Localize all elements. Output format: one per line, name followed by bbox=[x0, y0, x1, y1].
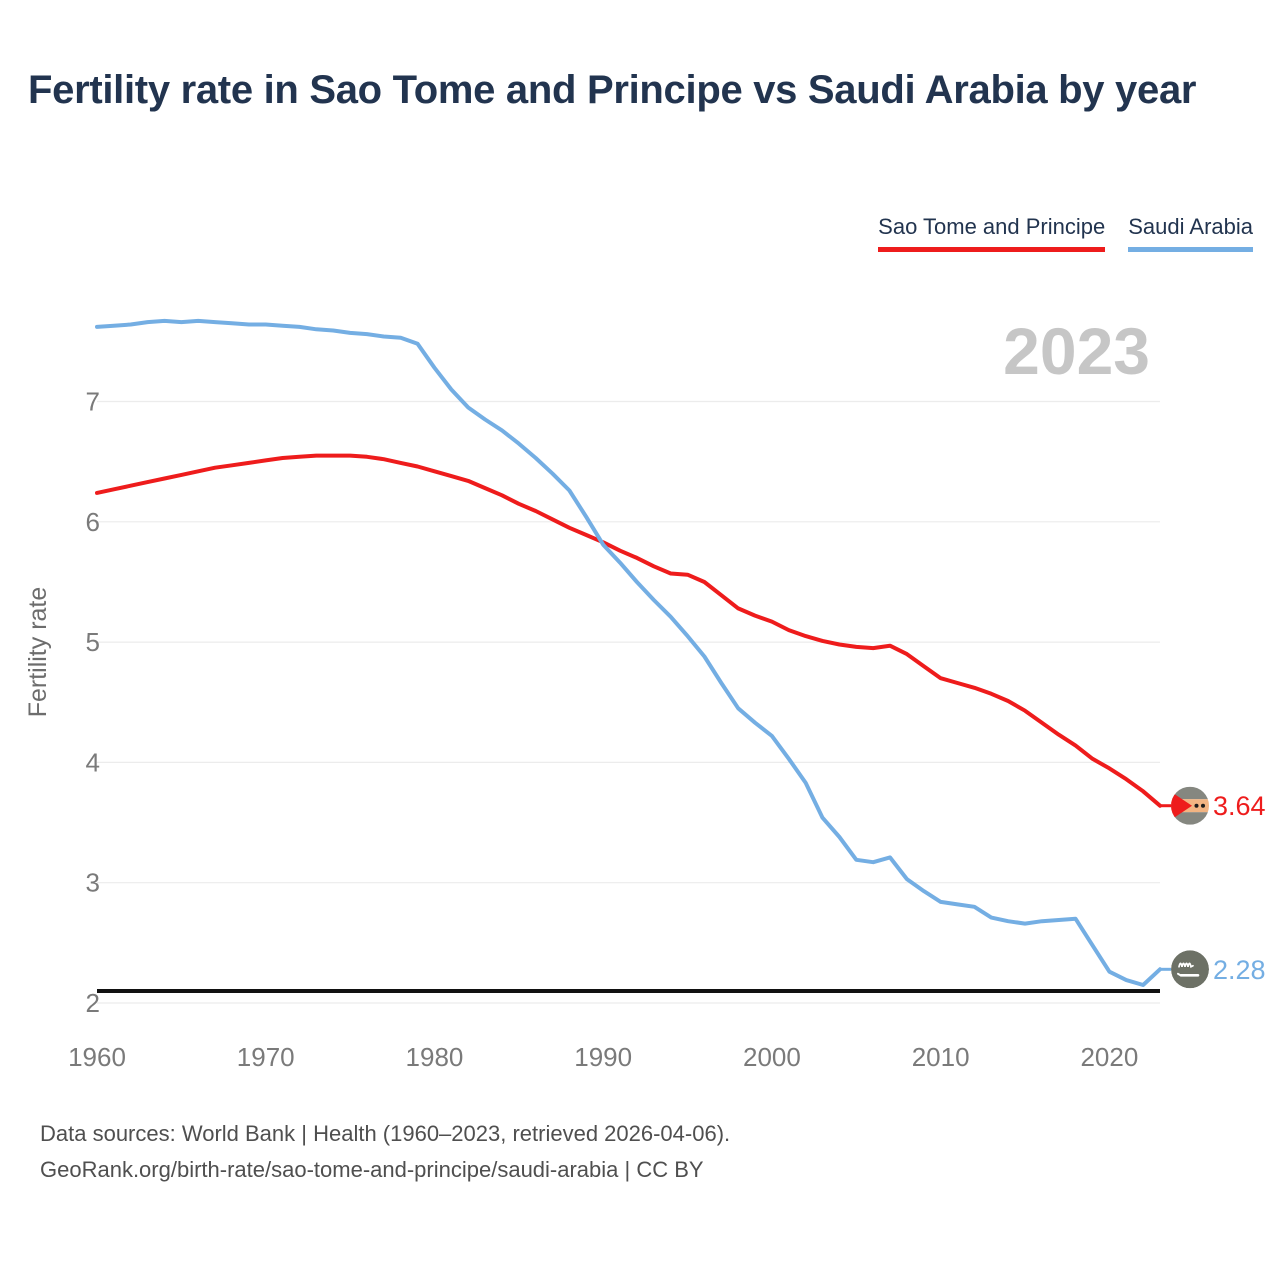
stp-flag-star bbox=[1194, 803, 1199, 808]
stp-flag-star bbox=[1201, 803, 1205, 808]
legend: Sao Tome and Principe Saudi Arabia bbox=[878, 214, 1253, 252]
legend-label-sao-tome-and-principe: Sao Tome and Principe bbox=[878, 214, 1106, 239]
sao-tome-end-value-label: 3.64 bbox=[1213, 791, 1266, 821]
sao-tome-flag-icon bbox=[1171, 786, 1209, 825]
stp-flag-top-stripe bbox=[1171, 786, 1209, 800]
y-tick-label-3: 3 bbox=[86, 868, 100, 898]
stp-flag-bottom-stripe bbox=[1171, 812, 1209, 825]
x-tick-label-2020: 2020 bbox=[1080, 1042, 1138, 1072]
saudi-flag-field bbox=[1171, 950, 1209, 989]
x-tick-label-1990: 1990 bbox=[574, 1042, 632, 1072]
page-title: Fertility rate in Sao Tome and Principe … bbox=[28, 68, 1197, 112]
saudi-flag-sword-hilt bbox=[1177, 972, 1182, 977]
y-tick-label-2: 2 bbox=[86, 988, 100, 1018]
footer-data-sources: Data sources: World Bank | Health (1960–… bbox=[40, 1121, 731, 1146]
x-tick-label-1970: 1970 bbox=[237, 1042, 295, 1072]
legend-item-saudi-arabia[interactable]: Saudi Arabia bbox=[1128, 214, 1253, 252]
series-line-sao-tome-and-principe[interactable] bbox=[95, 453, 1162, 808]
footer-attribution: GeoRank.org/birth-rate/sao-tome-and-prin… bbox=[40, 1156, 704, 1182]
stp-flag-triangle bbox=[1171, 791, 1192, 820]
saudi-end-value-label: 2.28 bbox=[1213, 955, 1266, 985]
x-tick-label-2010: 2010 bbox=[912, 1042, 970, 1072]
x-tick-label-2000: 2000 bbox=[743, 1042, 801, 1072]
footer: Data sources: World Bank | Health (1960–… bbox=[40, 1116, 730, 1188]
legend-label-saudi-arabia: Saudi Arabia bbox=[1128, 214, 1253, 239]
y-axis-title: Fertility rate bbox=[24, 587, 52, 718]
y-tick-label-5: 5 bbox=[86, 627, 100, 657]
plot-area: 7 6 5 4 3 2 1960 1970 1980 1990 2000 2010 2020 bbox=[68, 318, 1162, 1072]
series-line-saudi-arabia[interactable] bbox=[95, 318, 1162, 987]
x-tick-label-1980: 1980 bbox=[406, 1042, 464, 1072]
saudi-arabia-flag-icon bbox=[1171, 950, 1209, 989]
y-tick-label-6: 6 bbox=[86, 507, 100, 537]
y-tick-label-7: 7 bbox=[86, 387, 100, 417]
y-tick-label-4: 4 bbox=[86, 747, 100, 777]
x-tick-label-1960: 1960 bbox=[68, 1042, 126, 1072]
watermark-year: 2023 bbox=[1003, 314, 1150, 388]
saudi-flag-script bbox=[1178, 962, 1194, 969]
legend-item-sao-tome-and-principe[interactable]: Sao Tome and Principe bbox=[878, 214, 1106, 252]
